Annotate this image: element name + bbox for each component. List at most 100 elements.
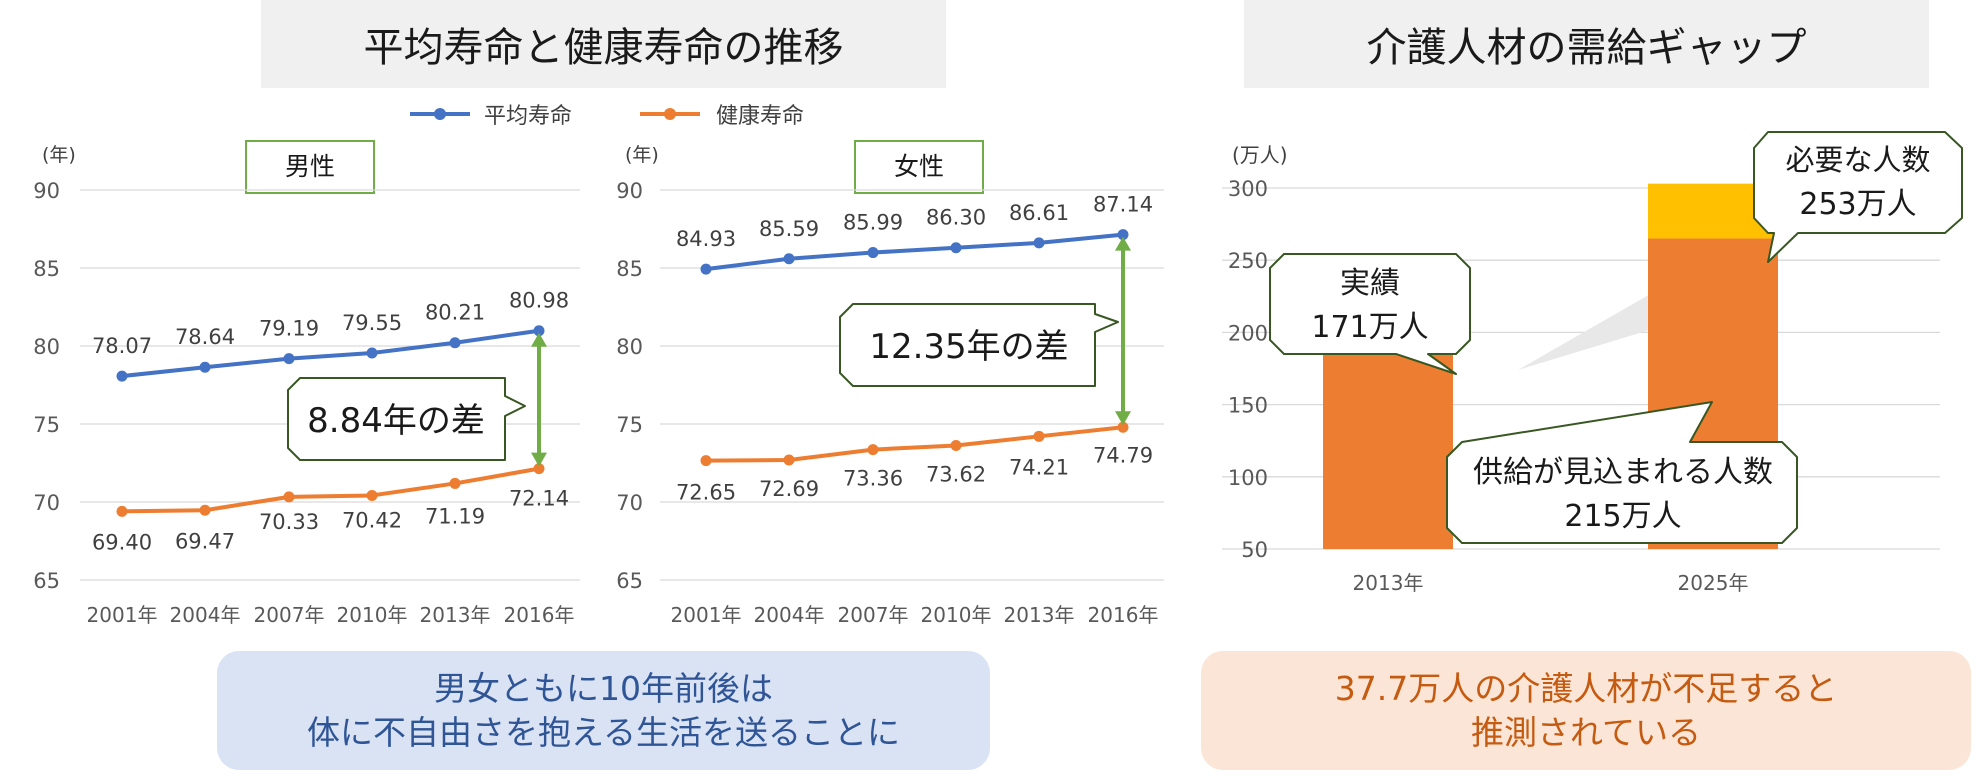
female-series-point [783,253,795,265]
right-summary-line2: 推測されている [1470,712,1701,752]
female-unit-label: (年) [625,144,659,166]
male-x-tick-label: 2013年 [420,603,491,627]
male-y-tick-label: 70 [33,491,60,515]
male-x-tick-label: 2007年 [254,603,325,627]
bar-x-tick-label: 2025年 [1678,571,1749,595]
bar-y-tick-label: 300 [1228,177,1268,201]
male-series-point [283,353,295,365]
male-series-line-1 [121,466,540,514]
male-annotation-callout [287,377,526,461]
female-gap-arrow [1115,236,1131,426]
female-series-line-1 [705,425,1124,463]
female-gap-arrow-head-bottom [1115,411,1131,426]
male-series-point [533,463,545,475]
male-data-label: 80.21 [425,301,485,325]
male-data-label: 79.55 [342,311,402,335]
female-data-label: 84.93 [676,227,736,251]
male-data-label: 70.33 [259,510,319,534]
female-x-tick-label: 2004年 [754,603,825,627]
bar-callout-actual [1269,253,1471,375]
bar-callout-required-line2: 253万人 [1799,187,1916,222]
left-title-box: 平均寿命と健康寿命の推移 [261,0,946,88]
male-panel-box [245,140,375,194]
female-series-point [1033,430,1045,442]
right-summary-line1: 37.7万人の介護人材が不足すると [1334,668,1838,708]
bar-callout-supply-line2: 215万人 [1564,499,1681,534]
female-series-point [700,455,712,467]
female-gap-arrow-head-top [1115,236,1131,251]
female-panel-label: 女性 [894,152,944,181]
male-series-point [449,337,461,349]
female-x-tick-label: 2010年 [921,603,992,627]
male-series-point [449,477,461,489]
female-data-label: 73.36 [843,467,903,491]
male-x-tick-label: 2010年 [337,603,408,627]
male-panel-label: 男性 [285,152,335,181]
legend-healthy-marker [664,108,676,120]
male-gap-arrow-head-top [531,332,547,347]
female-panel-box [854,140,984,194]
female-y-tick-label: 85 [616,257,643,281]
female-data-label: 74.79 [1093,443,1153,467]
female-series-point [867,444,879,456]
male-data-label: 72.14 [509,487,569,511]
male-series-point [199,361,211,373]
male-data-label: 71.19 [425,504,485,528]
male-unit-label: (年) [42,144,76,166]
female-data-label: 86.61 [1009,201,1069,225]
male-data-label: 79.19 [259,317,319,341]
female-series-point [867,247,879,259]
male-data-label: 78.07 [92,334,152,358]
bar-x-tick-label: 2013年 [1353,571,1424,595]
legend-avg-marker [434,108,446,120]
male-x-tick-label: 2016年 [504,603,575,627]
right-title-box: 介護人材の需給ギャップ [1244,0,1929,88]
male-y-tick-label: 65 [33,569,60,593]
male-x-tick-label: 2001年 [87,603,158,627]
female-data-label: 73.62 [926,463,986,487]
female-series-point [700,263,712,275]
male-series-point [199,504,211,516]
left-title: 平均寿命と健康寿命の推移 [363,25,844,71]
female-data-label: 72.69 [759,477,819,501]
bar-y-tick-label: 50 [1241,538,1268,562]
left-summary: 男女ともに10年前後は 体に不自由さを抱える生活を送ることに [217,651,990,770]
male-series-point [366,347,378,359]
bar-callout-required [1753,131,1963,263]
female-data-label: 87.14 [1093,193,1153,217]
male-x-tick-label: 2004年 [170,603,241,627]
male-gap-arrow [531,332,547,467]
male-series-point [116,370,128,382]
bar-callout-required-line1: 必要な人数 [1785,143,1930,177]
male-series-point [116,505,128,517]
left-summary-line1: 男女ともに10年前後は [434,668,773,708]
female-annotation-text: 12.35年の差 [869,327,1068,367]
male-data-label: 70.42 [342,508,402,532]
female-x-tick-label: 2016年 [1088,603,1159,627]
bar-callout-actual-line2: 171万人 [1311,310,1428,345]
male-y-tick-label: 80 [33,335,60,359]
female-y-tick-label: 70 [616,491,643,515]
right-title: 介護人材の需給ギャップ [1366,25,1807,71]
female-y-tick-label: 90 [616,179,643,203]
male-series-point [533,325,545,337]
female-data-label: 85.59 [759,217,819,241]
male-data-label: 78.64 [175,325,235,349]
male-series-point [366,489,378,501]
male-data-label: 69.47 [175,529,235,553]
female-data-label: 72.65 [676,481,736,505]
left-summary-line2: 体に不自由さを抱える生活を送ることに [306,712,900,752]
legend-healthy-label: 健康寿命 [716,104,804,129]
male-y-tick-label: 85 [33,257,60,281]
male-annotation-text: 8.84年の差 [307,401,485,441]
female-y-tick-label: 65 [616,569,643,593]
bar-callout-actual-line1: 実績 [1340,266,1400,301]
female-data-label: 74.21 [1009,455,1069,479]
bar-callout-supply-line1: 供給が見込まれる人数 [1473,455,1773,490]
right-summary: 37.7万人の介護人材が不足すると 推測されている [1201,651,1971,770]
legend-avg-label: 平均寿命 [484,104,572,129]
female-y-tick-label: 75 [616,413,643,437]
female-series-point [1117,421,1129,433]
bar-comparison-wedge [1518,257,1713,370]
